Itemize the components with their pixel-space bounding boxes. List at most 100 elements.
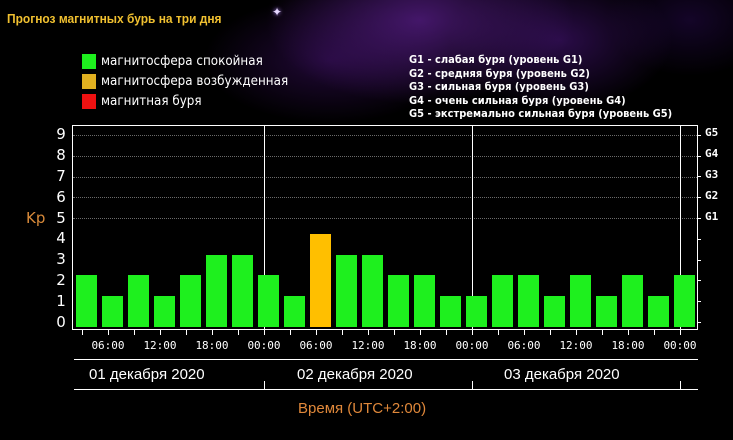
kp-bar <box>154 296 175 327</box>
g3-description: G3 - сильная буря (уровень G3) <box>409 80 589 93</box>
date-divider-2 <box>472 381 473 389</box>
kp-bar-chart <box>72 125 698 330</box>
kp-bar <box>414 275 435 327</box>
date-label-day1: 01 декабря 2020 <box>89 366 205 383</box>
date-row-top-line <box>74 359 698 360</box>
kp-bar <box>440 296 461 327</box>
kp-bar <box>622 275 643 327</box>
kp-bar <box>388 275 409 327</box>
x-tick <box>290 330 291 335</box>
right-axis-tick <box>697 197 701 199</box>
g2-description: G2 - средняя буря (уровень G2) <box>409 66 590 80</box>
x-tick-label: 12:00 <box>559 339 593 352</box>
ytick-4: 4 <box>56 229 66 247</box>
kp-bar <box>336 255 357 327</box>
kp-bar <box>544 296 565 327</box>
kp-bar <box>570 275 591 327</box>
right-axis-tick <box>697 218 701 219</box>
g-level-legend: G1 - слабая буря (уровень G1) G2 - средн… <box>409 53 701 121</box>
kp-bar <box>232 255 253 327</box>
x-tick <box>680 330 681 335</box>
g5-description: G5 - экстремально сильная буря (уровень … <box>409 107 673 120</box>
right-axis-tick <box>697 176 701 178</box>
x-tick <box>394 330 395 335</box>
x-tick <box>238 330 239 335</box>
gridline-7 <box>73 177 697 178</box>
g4-label: G4 <box>705 147 719 160</box>
x-tick <box>82 330 83 335</box>
ytick-3: 3 <box>56 250 66 268</box>
right-axis-tick <box>697 322 701 323</box>
x-tick-label: 06:00 <box>507 339 541 352</box>
x-tick <box>342 330 343 335</box>
x-tick-label: 00:00 <box>663 339 697 352</box>
x-tick <box>602 330 603 335</box>
date-label-day3: 03 декабря 2020 <box>504 366 620 383</box>
kp-bar <box>310 234 331 327</box>
x-tick <box>316 330 317 335</box>
x-tick <box>654 330 655 335</box>
ytick-9: 9 <box>56 125 66 143</box>
date-divider-1 <box>264 381 265 389</box>
day-divider-1 <box>264 126 265 329</box>
x-tick <box>550 330 551 335</box>
right-axis-tick <box>697 155 701 157</box>
ytick-5: 5 <box>56 209 66 227</box>
ytick-6: 6 <box>56 188 66 206</box>
x-tick-label: 18:00 <box>403 339 437 352</box>
kp-bar <box>102 296 123 327</box>
red-swatch-icon <box>82 93 96 109</box>
page-title: Прогноз магнитных бурь на три дня <box>7 11 222 26</box>
x-tick <box>212 330 213 335</box>
x-tick-label: 06:00 <box>299 339 333 352</box>
x-tick-label: 00:00 <box>455 339 489 352</box>
x-tick <box>576 330 577 335</box>
x-tick-label: 12:00 <box>351 339 385 352</box>
legend-item-active: магнитосфера возбужденная <box>82 71 304 91</box>
g1-description: G1 - слабая буря (уровень G1) <box>409 53 583 66</box>
ytick-8: 8 <box>56 146 66 164</box>
day-divider-3 <box>680 126 681 329</box>
day-divider-2 <box>472 126 473 329</box>
x-tick <box>628 330 629 335</box>
x-tick <box>264 330 265 335</box>
date-row-bottom-line <box>74 389 698 390</box>
gridline-6 <box>73 197 697 198</box>
legend-item-storm: магнитная буря <box>82 91 304 111</box>
gridline-9 <box>73 135 697 136</box>
date-label-day2: 02 декабря 2020 <box>297 366 413 383</box>
kp-bar <box>674 275 695 327</box>
x-tick <box>186 330 187 335</box>
legend-item-quiet: магнитосфера спокойная <box>82 51 304 71</box>
kp-bar <box>180 275 201 327</box>
ytick-1: 1 <box>56 292 66 310</box>
g2-label: G2 <box>705 189 719 202</box>
right-axis-tick <box>697 238 701 240</box>
yellow-swatch-icon <box>82 73 96 89</box>
ytick-0: 0 <box>56 313 66 331</box>
kp-bar <box>648 296 669 327</box>
g3-label: G3 <box>705 168 719 181</box>
x-tick <box>160 330 161 335</box>
ytick-2: 2 <box>56 271 66 289</box>
kp-bar <box>128 275 149 327</box>
ytick-7: 7 <box>56 167 66 185</box>
right-axis-tick <box>697 134 701 136</box>
gridline-8 <box>73 156 697 157</box>
x-tick <box>524 330 525 335</box>
space-background <box>0 0 733 130</box>
kp-bar <box>258 275 279 327</box>
right-axis-tick <box>697 280 701 282</box>
y-axis-title: Kp <box>26 209 46 227</box>
kp-bar <box>284 296 305 327</box>
x-tick-label: 18:00 <box>611 339 645 352</box>
kp-bar <box>518 275 539 327</box>
green-swatch-icon <box>82 53 96 69</box>
g4-description: G4 - очень сильная буря (уровень G4) <box>409 93 626 107</box>
right-axis-tick <box>697 301 701 303</box>
x-tick-label: 12:00 <box>143 339 177 352</box>
date-divider-3 <box>680 381 681 389</box>
gridline-5 <box>73 218 697 219</box>
kp-bar <box>466 296 487 327</box>
x-tick <box>472 330 473 335</box>
